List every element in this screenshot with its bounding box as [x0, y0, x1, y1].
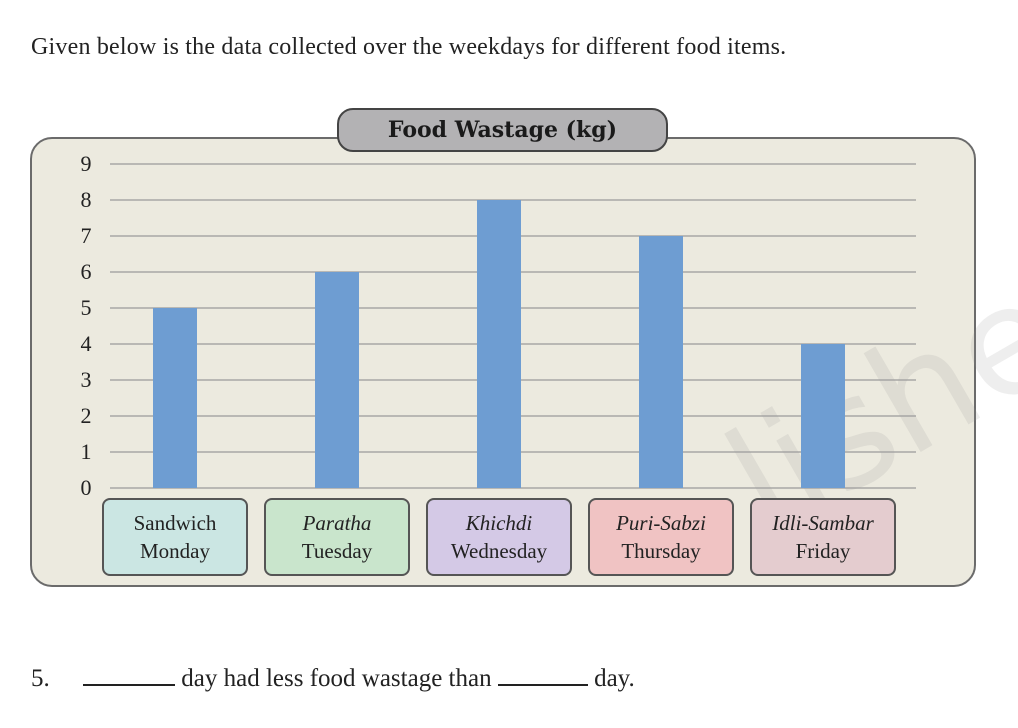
y-tick-label: 6 [81, 259, 92, 284]
category-food-label: Paratha [302, 511, 372, 535]
y-tick-label: 7 [81, 223, 92, 248]
bar-friday [801, 344, 845, 488]
category-day-label: Thursday [621, 539, 701, 563]
y-tick-label: 0 [81, 475, 92, 500]
y-tick-label: 1 [81, 439, 92, 464]
y-tick-label: 4 [81, 331, 92, 356]
chart-title: Food Wastage (kg) [337, 108, 668, 152]
question-number: 5. [31, 665, 50, 692]
question-text-part2: day. [594, 665, 635, 692]
y-tick-label: 5 [81, 295, 92, 320]
question-5: 5. day had less food wastage than day. [31, 662, 635, 696]
category-box-tuesday: Paratha Tuesday [264, 498, 410, 576]
category-box-monday: Sandwich Monday [102, 498, 248, 576]
category-day-label: Friday [795, 539, 851, 563]
bar-thursday [639, 236, 683, 488]
bar-monday [153, 308, 197, 488]
answer-blank-1[interactable] [83, 664, 175, 686]
category-food-label: Sandwich [133, 511, 217, 535]
category-box-thursday: Puri-Sabzi Thursday [588, 498, 734, 576]
y-tick-label: 8 [81, 187, 92, 212]
y-tick-label: 9 [81, 151, 92, 176]
category-food-label: Khichdi [465, 511, 533, 535]
category-food-label: Idli-Sambar [772, 511, 874, 535]
intro-text: Given below is the data collected over t… [31, 34, 787, 60]
bar-tuesday [315, 272, 359, 488]
question-text-part1: day had less food wastage than [181, 665, 492, 692]
y-tick-label: 2 [81, 403, 92, 428]
category-day-label: Wednesday [450, 539, 548, 563]
category-box-friday: Idli-Sambar Friday [750, 498, 896, 576]
category-food-label: Puri-Sabzi [616, 511, 706, 535]
category-box-wednesday: Khichdi Wednesday [426, 498, 572, 576]
bar-wednesday [477, 200, 521, 488]
category-day-label: Monday [140, 539, 210, 563]
y-tick-label: 3 [81, 367, 92, 392]
category-day-label: Tuesday [301, 539, 373, 563]
answer-blank-2[interactable] [497, 664, 588, 686]
